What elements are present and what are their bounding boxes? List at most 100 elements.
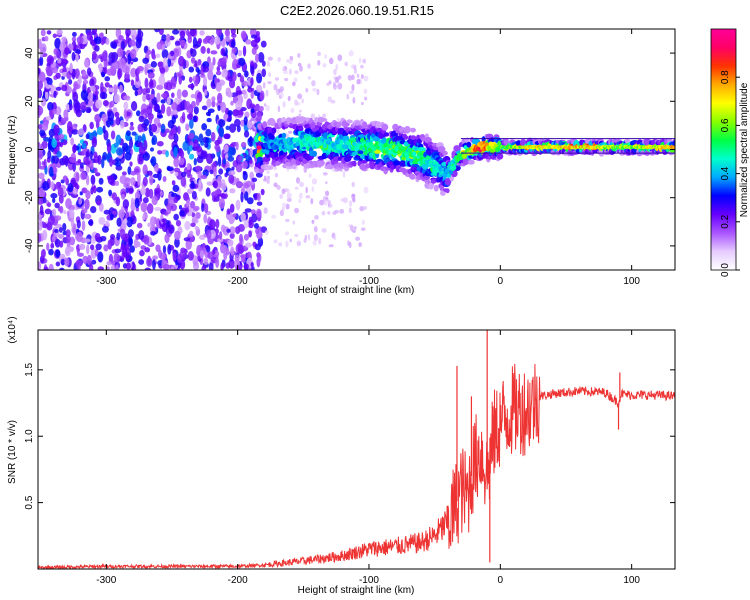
heatmap-cell [150, 61, 157, 68]
heatmap-cell [251, 177, 258, 183]
heatmap-cell [117, 67, 123, 79]
heatmap-cell [138, 259, 145, 265]
heatmap-cell [215, 70, 222, 76]
heatmap-cell [123, 218, 128, 225]
heatmap-cell [418, 151, 423, 157]
heatmap-cell [198, 179, 202, 190]
heatmap-cell [46, 202, 52, 208]
heatmap-cell [61, 36, 67, 43]
heatmap-cell [179, 210, 185, 217]
heatmap-cell [187, 35, 193, 44]
heatmap-cell [72, 162, 76, 172]
heatmap-cell [281, 188, 286, 195]
heatmap-cell [433, 184, 439, 192]
heatmap-cell [186, 199, 190, 207]
y-tick-label: 0 [24, 146, 35, 152]
heatmap-cell [241, 89, 247, 95]
heatmap-cell [363, 88, 368, 94]
heatmap-cell [226, 228, 231, 233]
heatmap-cell [265, 165, 274, 171]
heatmap-cell [53, 55, 57, 60]
heatmap-cell [42, 137, 51, 142]
heatmap-cell [148, 188, 154, 199]
heatmap-cell [246, 197, 254, 205]
heatmap-cell [172, 251, 177, 262]
heatmap-cell [125, 65, 130, 75]
heatmap-cell [144, 247, 151, 253]
heatmap-cell [444, 168, 449, 174]
heatmap-cell [362, 58, 367, 64]
heatmap-cell [265, 89, 269, 97]
heatmap-cell [159, 67, 166, 74]
heatmap-cell [411, 151, 417, 157]
heatmap-cell [312, 87, 317, 92]
heatmap-cell [288, 58, 293, 65]
heatmap-cell [672, 145, 675, 149]
heatmap-cell [189, 144, 193, 152]
heatmap-cell [250, 77, 254, 86]
heatmap-cell [313, 225, 318, 233]
heatmap-cell [211, 100, 216, 108]
x-tick-label: -100 [359, 575, 379, 586]
heatmap-cell [284, 77, 289, 82]
heatmap-cell [258, 105, 264, 112]
heatmap-cell [55, 181, 60, 190]
heatmap-cell [268, 72, 272, 78]
heatmap-cell [355, 236, 361, 241]
heatmap-cell [224, 35, 231, 42]
heatmap-cell [72, 31, 77, 37]
heatmap-cell [103, 67, 108, 75]
heatmap-cell [76, 231, 83, 243]
heatmap-cell [134, 197, 140, 209]
heatmap-cell [64, 246, 71, 257]
heatmap-cell [400, 145, 405, 151]
heatmap-cell [352, 96, 356, 104]
heatmap-cell [101, 158, 105, 169]
heatmap-cell [69, 236, 76, 246]
heatmap-cell [114, 180, 120, 187]
heatmap-cell [294, 186, 299, 190]
heatmap-cell [247, 120, 253, 129]
heatmap-cell [46, 54, 54, 66]
heatmap-cell [127, 229, 134, 238]
heatmap-cell [299, 192, 303, 199]
heatmap-cell [174, 40, 181, 46]
heatmap-cell [90, 131, 98, 137]
heatmap-cell [71, 51, 76, 62]
heatmap-cell [79, 162, 84, 169]
heatmap-cell [292, 220, 296, 225]
heatmap-cell [217, 105, 221, 112]
heatmap-cell [215, 257, 220, 268]
heatmap-cell [271, 127, 277, 134]
heatmap-cell [91, 259, 97, 265]
heatmap-cell [129, 125, 135, 131]
heatmap-cell [240, 212, 246, 222]
heatmap-cell [142, 108, 148, 113]
heatmap-cell [109, 213, 114, 221]
heatmap-cell [293, 207, 300, 214]
heatmap-cell [311, 136, 316, 142]
heatmap-cell [334, 209, 340, 214]
colorbar: 0.0 0.2 0.4 0.6 0.8 Normalized spectral ampl… [710, 28, 750, 277]
heatmap-cell [279, 209, 284, 217]
heatmap-cell [98, 63, 103, 73]
heatmap-cell [310, 198, 314, 205]
heatmap-cell [119, 84, 123, 94]
heatmap-cell [249, 159, 253, 165]
heatmap-cell [176, 253, 183, 264]
heatmap-cell [173, 133, 179, 143]
heatmap-cell [218, 119, 226, 128]
heatmap-cell [119, 228, 126, 239]
heatmap-cell [60, 258, 66, 266]
heatmap-cell [154, 29, 160, 33]
heatmap-cell [149, 78, 154, 88]
heatmap-cell [82, 255, 89, 264]
heatmap-cell [243, 219, 249, 229]
heatmap-cell [281, 202, 287, 207]
x-tick-label: 100 [623, 276, 640, 287]
heatmap-cell [203, 203, 209, 214]
heatmap-cell [295, 177, 301, 184]
heatmap-cell [40, 29, 46, 37]
heatmap-cell [481, 136, 486, 143]
heatmap-cell [114, 248, 122, 254]
